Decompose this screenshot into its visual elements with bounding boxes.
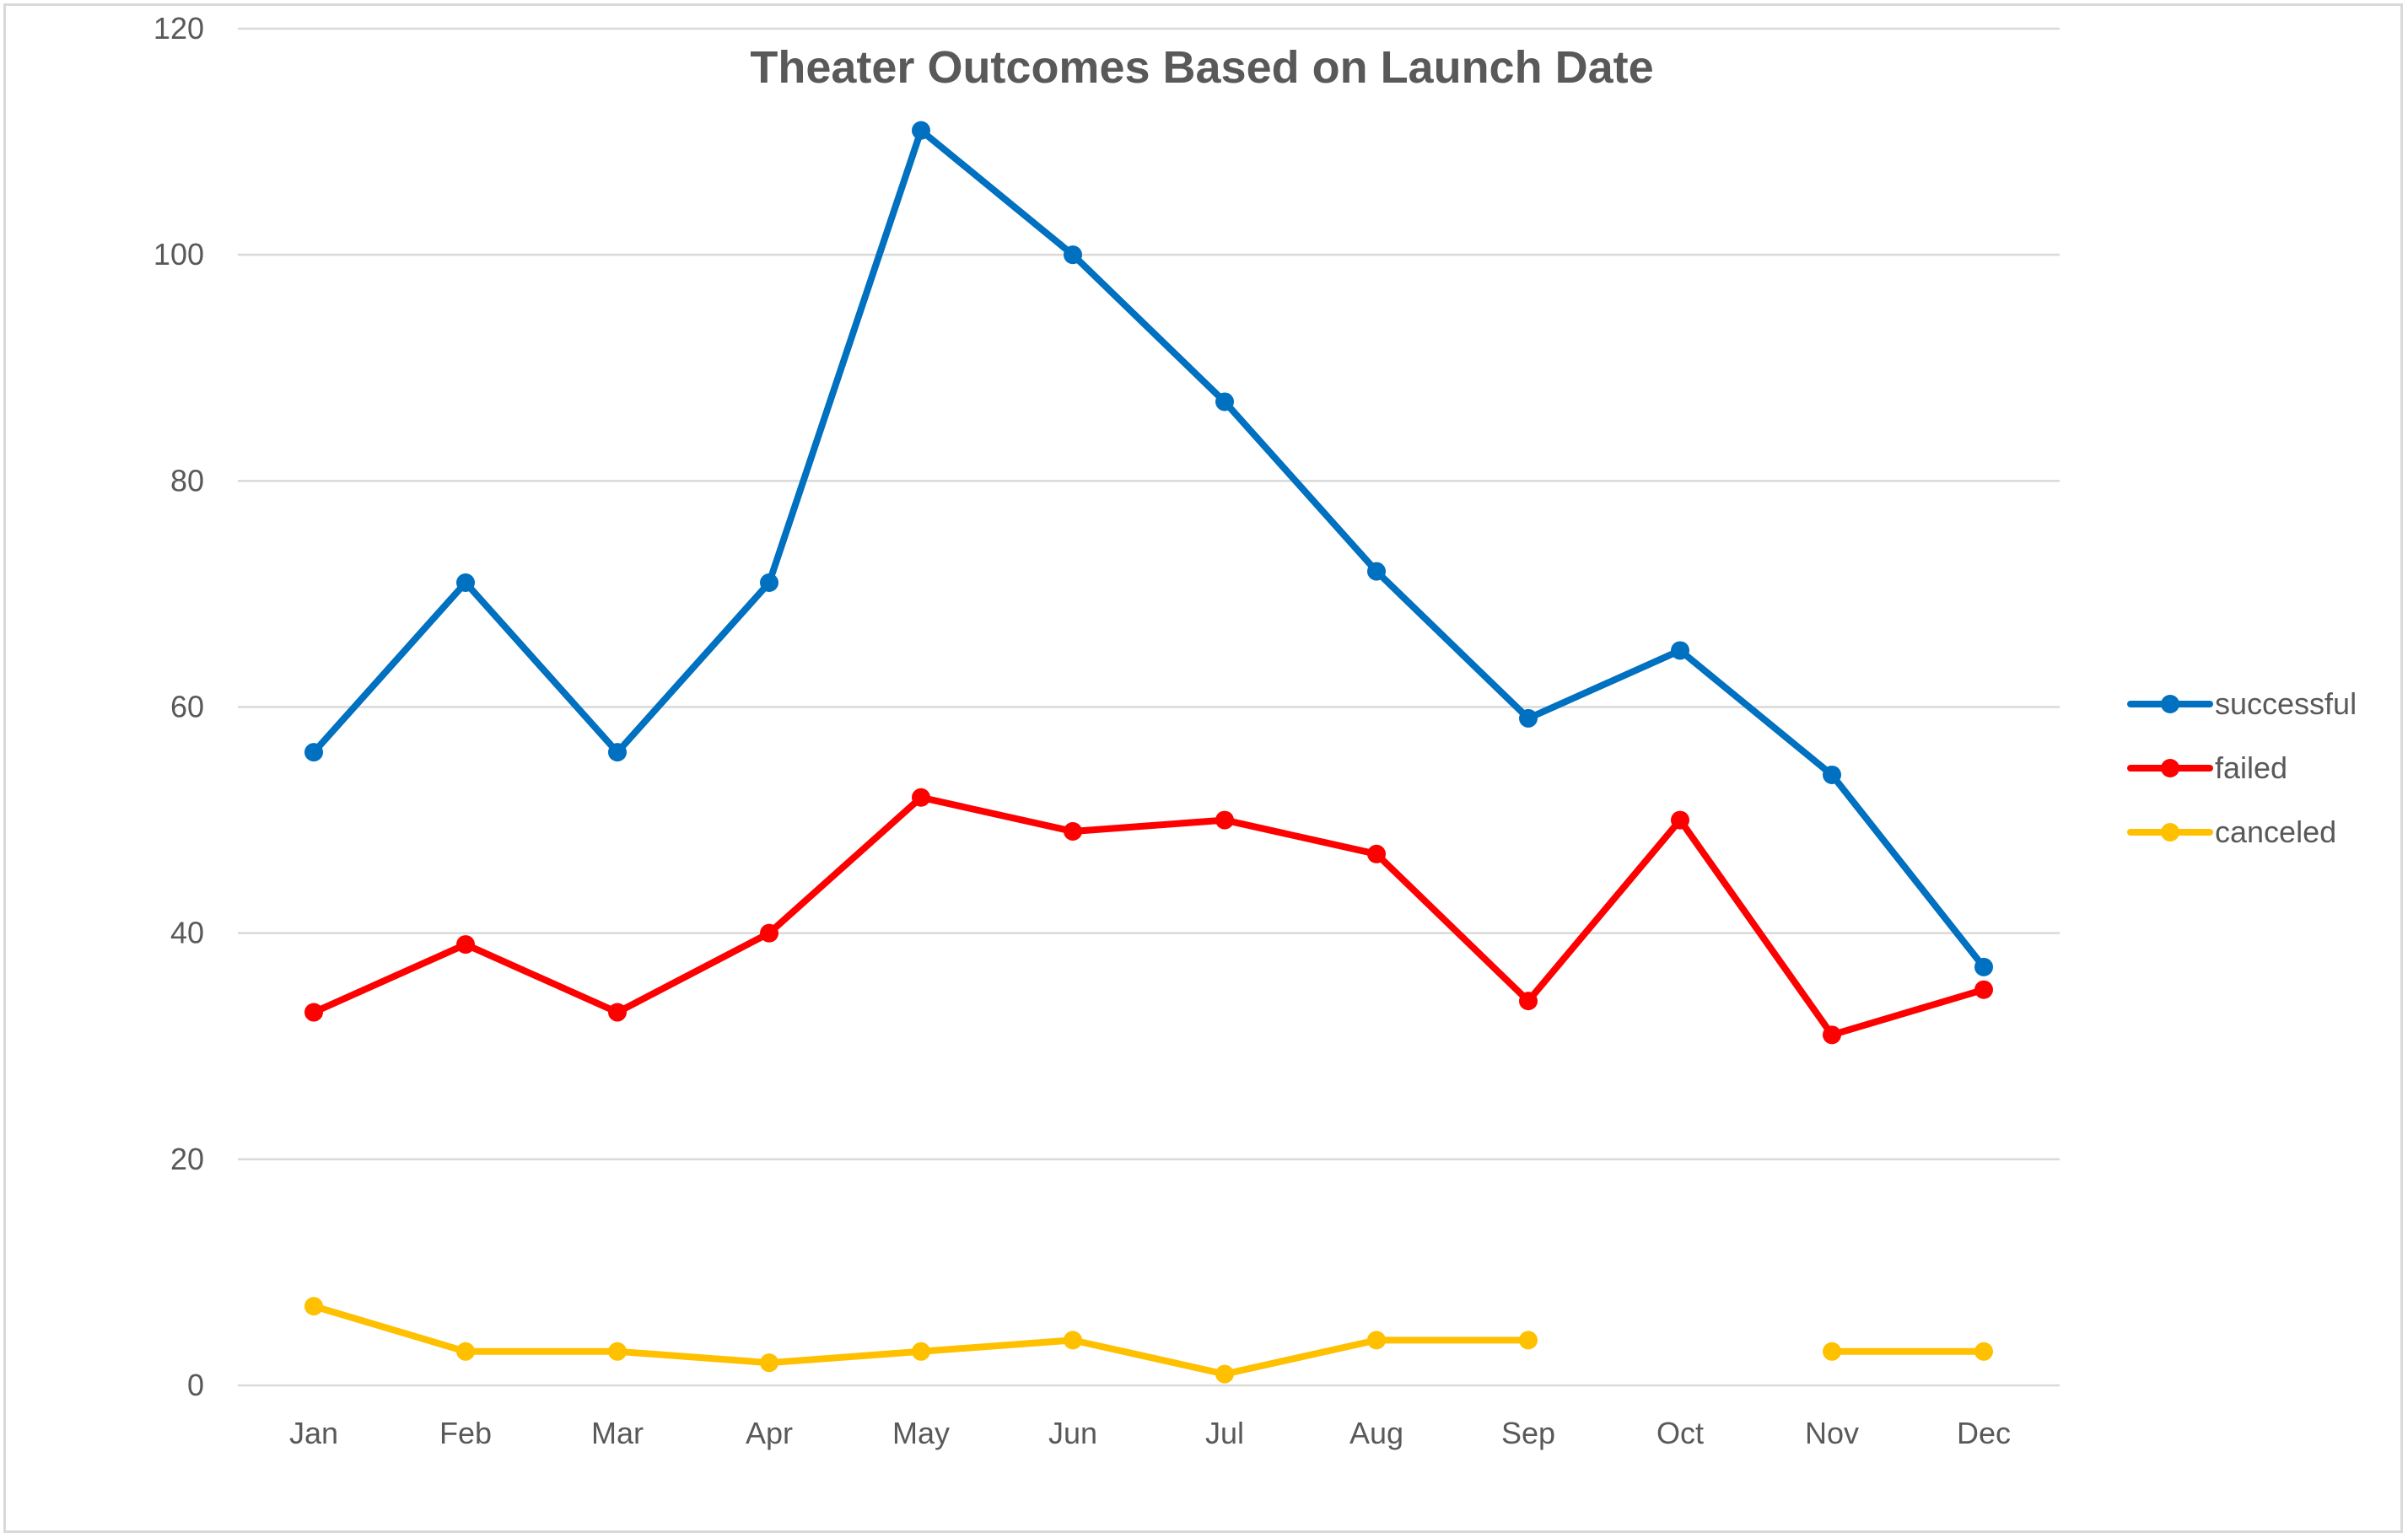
y-tick-label: 60 — [170, 690, 204, 724]
legend-marker-icon — [2161, 695, 2179, 713]
data-point — [1519, 1331, 1538, 1350]
data-point — [1367, 1331, 1386, 1350]
series-failed — [304, 788, 1993, 1045]
data-point — [456, 573, 475, 593]
series-line-failed — [310, 793, 1987, 1039]
legend-label: failed — [2215, 750, 2287, 785]
data-point — [456, 935, 475, 955]
x-tick-label: Jun — [1048, 1416, 1097, 1450]
y-tick-label: 120 — [154, 11, 204, 46]
legend-label: canceled — [2215, 815, 2336, 849]
data-point — [912, 1342, 930, 1361]
series-line-canceled — [310, 1303, 1987, 1378]
data-point — [1671, 810, 1689, 830]
chart-title: Theater Outcomes Based on Launch Date — [750, 42, 1653, 93]
x-tick-label: Mar — [591, 1416, 644, 1450]
data-point — [608, 1342, 627, 1361]
x-tick-label: Dec — [1957, 1416, 2011, 1450]
data-point — [1823, 765, 1841, 784]
y-tick-label: 20 — [170, 1142, 204, 1176]
data-point — [1215, 810, 1234, 830]
data-point — [1974, 980, 1993, 999]
data-point — [1671, 641, 1689, 660]
series-canceled — [304, 1297, 1993, 1384]
data-point — [760, 1353, 778, 1373]
data-point — [304, 743, 323, 762]
y-tick-label: 40 — [170, 916, 204, 950]
data-point — [608, 743, 627, 762]
x-tick-label: May — [892, 1416, 950, 1450]
x-tick-label: Sep — [1501, 1416, 1555, 1450]
y-axis-tick-labels: 0 20 40 60 80 100 120 — [154, 11, 204, 1402]
data-point — [1974, 1342, 1993, 1361]
data-point — [1519, 992, 1538, 1011]
data-point — [304, 1003, 323, 1022]
x-tick-label: Nov — [1805, 1416, 1859, 1450]
series-line-successful — [310, 126, 1987, 971]
x-axis-tick-labels: Jan Feb Mar Apr May Jun Jul Aug Sep Oct Nov Dec — [289, 1416, 2011, 1450]
legend-marker-icon — [2161, 759, 2179, 777]
x-tick-label: Apr — [746, 1416, 793, 1450]
series-lines — [304, 121, 1993, 1384]
data-point — [1215, 1364, 1234, 1384]
legend-marker-icon — [2161, 823, 2179, 842]
y-tick-label: 100 — [154, 237, 204, 272]
y-tick-label: 80 — [170, 463, 204, 497]
legend-item-failed: failed — [2127, 750, 2287, 785]
legend-item-successful: successful — [2127, 686, 2357, 721]
data-point — [1064, 821, 1082, 841]
data-point — [760, 573, 778, 593]
data-point — [1823, 1342, 1841, 1361]
x-tick-label: Jan — [289, 1416, 338, 1450]
chart-frame — [3, 3, 2403, 1533]
data-point — [1823, 1025, 1841, 1045]
data-point — [456, 1342, 475, 1361]
data-point — [1974, 957, 1993, 976]
data-point — [608, 1003, 627, 1022]
x-tick-label: Oct — [1657, 1416, 1704, 1450]
data-point — [1064, 1331, 1082, 1350]
series-successful — [304, 121, 1993, 976]
data-point — [912, 788, 930, 807]
data-point — [912, 121, 930, 140]
data-point — [1064, 245, 1082, 265]
data-point — [1215, 392, 1234, 411]
data-point — [1367, 844, 1386, 863]
legend-item-canceled: canceled — [2127, 815, 2336, 849]
data-point — [304, 1297, 323, 1316]
legend-label: successful — [2215, 686, 2357, 721]
x-tick-label: Aug — [1349, 1416, 1403, 1450]
gridlines — [238, 27, 2060, 1387]
data-point — [1367, 562, 1386, 581]
legend: successful failed canceled — [2127, 686, 2357, 849]
x-tick-label: Feb — [439, 1416, 492, 1450]
x-tick-label: Jul — [1205, 1416, 1244, 1450]
data-point — [1519, 708, 1538, 728]
y-tick-label: 0 — [187, 1368, 204, 1402]
data-point — [760, 923, 778, 943]
